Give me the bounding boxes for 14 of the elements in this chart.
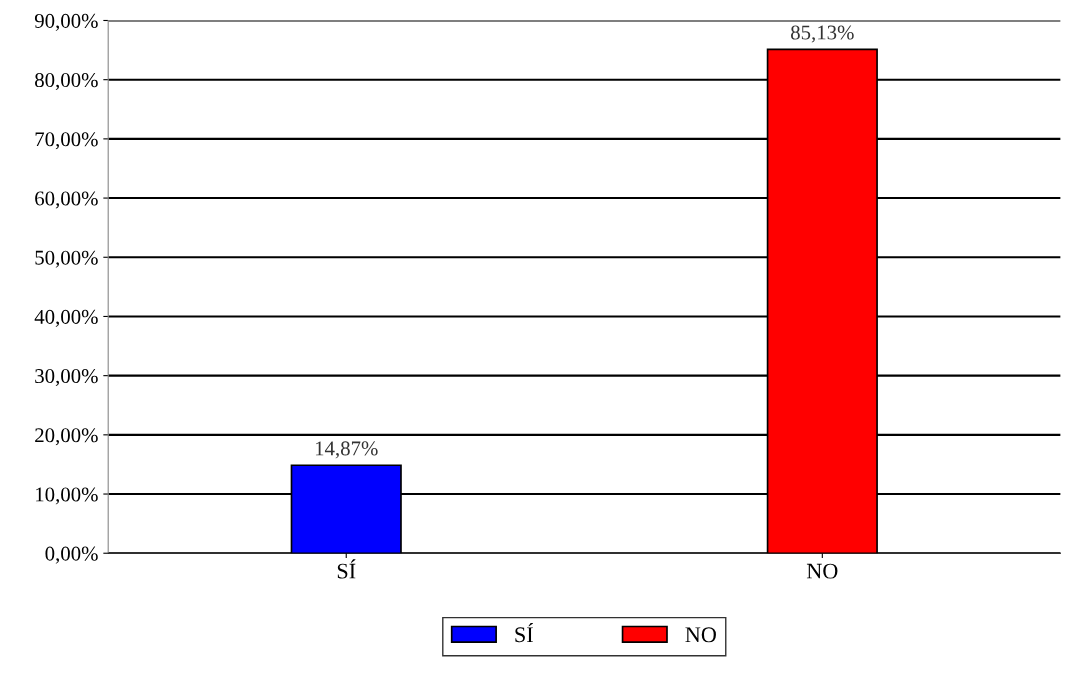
y-tick-label: 90,00% — [34, 13, 98, 31]
data-label: 85,13% — [791, 25, 854, 43]
data-label: 14,87% — [315, 441, 378, 459]
y-tick-label: 30,00% — [35, 369, 98, 387]
y-tick-label: 20,00% — [35, 428, 98, 446]
y-tick-label: 0,00% — [45, 546, 98, 564]
y-tick-label: 50,00% — [35, 250, 98, 268]
legend-label: NO — [685, 627, 716, 643]
legend-label: SÍ — [515, 623, 533, 643]
y-tick-label: 70,00% — [35, 132, 98, 150]
y-tick-label: 40,00% — [34, 309, 98, 327]
y-tick-label: 10,00% — [36, 487, 98, 505]
y-tick-label: 60,00% — [35, 191, 98, 209]
y-tick-label: 80,00% — [35, 73, 98, 91]
